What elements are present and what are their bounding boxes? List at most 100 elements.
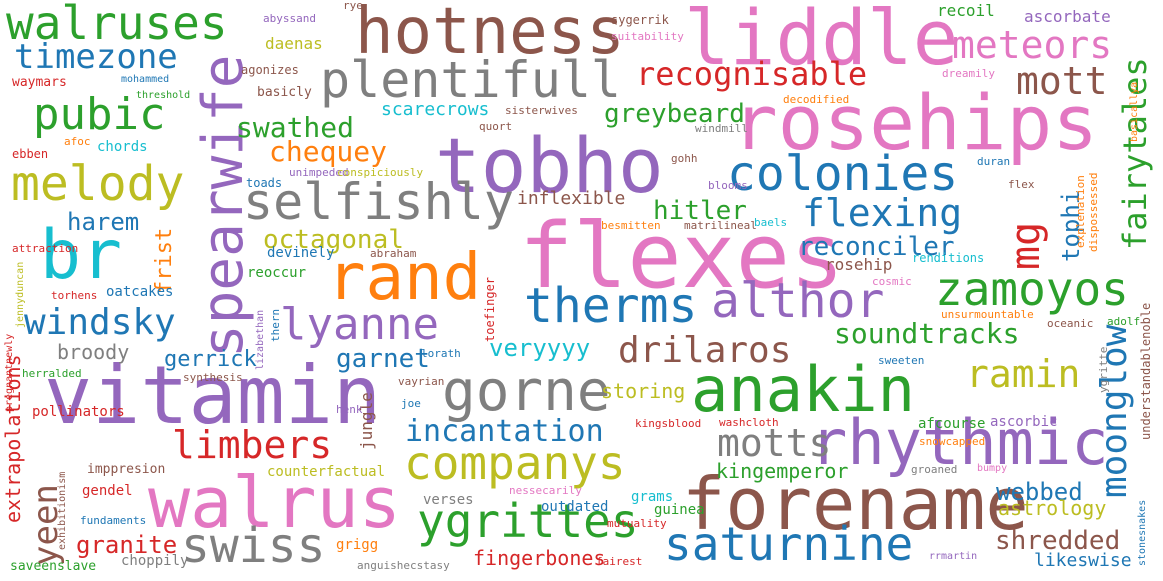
word: afcourse [918, 416, 986, 432]
word: swiss [181, 518, 326, 574]
word: rosehips [732, 78, 1099, 167]
word: verses [423, 492, 474, 508]
word: hotness [355, 0, 625, 69]
word: flexes [519, 204, 845, 309]
word: thern [269, 308, 282, 342]
word: granite [76, 531, 178, 559]
word: duran [977, 155, 1011, 168]
word: suitability [611, 30, 684, 43]
word: swathed [236, 111, 355, 144]
word: limbers [172, 423, 333, 467]
word: grigg [336, 537, 379, 553]
word: br [40, 216, 122, 295]
word: windsky [24, 302, 176, 343]
word: lorath [421, 347, 461, 360]
word: astrology [998, 496, 1107, 520]
word: rrmartin [929, 551, 978, 562]
word: selfishly [243, 173, 514, 231]
word: plentifull [320, 51, 622, 109]
word: conspiciously [337, 166, 424, 179]
word: broody [57, 340, 130, 364]
word: adolf [1107, 315, 1141, 328]
word: gendel [82, 483, 133, 499]
word: chords [97, 139, 148, 155]
word: fairest [596, 555, 643, 568]
word: abraham [370, 247, 417, 260]
word: vitamin [44, 349, 382, 442]
word: kingsblood [635, 417, 702, 430]
word: windmill [695, 122, 748, 135]
word: jennyduncan [15, 261, 26, 328]
word: gerrick [164, 347, 257, 372]
word: likeswise [1034, 550, 1132, 571]
word: mutuality [607, 517, 667, 530]
word: mott [1016, 59, 1108, 103]
word: shredded [995, 526, 1121, 556]
word: decodified [783, 93, 850, 106]
word: washcloth [719, 416, 779, 429]
word: synthesis [183, 371, 243, 384]
word: torhens [51, 289, 98, 302]
word: mg [1003, 221, 1049, 270]
word: lizabethan [255, 309, 266, 370]
word: imppresion [87, 462, 166, 477]
word: unimpeded [289, 166, 349, 179]
word: basicallya [1129, 81, 1140, 142]
word: nessecarily [509, 484, 582, 497]
word: timezone [14, 37, 178, 77]
word: hitler [653, 196, 747, 226]
word: veryyyy [489, 334, 591, 362]
word: dreamily [942, 67, 995, 80]
word: henk [336, 403, 363, 416]
word: ascorbic [990, 414, 1058, 430]
word: attraction [12, 242, 79, 255]
word: explenation [1074, 175, 1087, 248]
word: webbed [996, 478, 1083, 506]
word: rosehip [825, 255, 893, 274]
word: sisterwives [505, 104, 578, 117]
word: companys [404, 436, 626, 490]
word: colonies [727, 146, 959, 202]
word: unsurmountable [941, 308, 1034, 321]
word: stonesnakes [1137, 499, 1148, 566]
word: blooms [708, 179, 748, 192]
word: ascorbate [1024, 7, 1111, 26]
word: abyssand [263, 12, 316, 25]
word: bumpy [977, 463, 1008, 474]
word: mohammed [121, 74, 170, 85]
word: rye [343, 0, 363, 12]
word: zamoyos [935, 262, 1129, 316]
word: recoil [937, 1, 995, 20]
word: grams [631, 489, 674, 505]
word: ygrittes [417, 494, 639, 548]
word: ramin [966, 352, 1081, 396]
word: althor [711, 273, 885, 329]
word: walrus [148, 462, 401, 544]
word: meteors [952, 23, 1113, 67]
word: besmitten [601, 219, 661, 232]
word: guinea [654, 502, 705, 518]
word: drilaros [618, 330, 792, 371]
word: ebben [12, 147, 49, 161]
word: greybeard [604, 99, 745, 129]
word: quort [479, 120, 513, 133]
word: fingerbones [473, 546, 606, 570]
word: outdated [541, 499, 609, 515]
word: joe [401, 397, 421, 410]
word: therms [524, 278, 698, 334]
word: rhythmic [810, 406, 1109, 479]
word: recognisable [636, 55, 868, 93]
word: afoc [64, 135, 91, 148]
word: groaned [911, 463, 958, 476]
word: understandablenoble [1139, 302, 1153, 440]
word: pollinators [32, 404, 125, 420]
word: oatcakes [106, 284, 174, 300]
word: herralded [22, 367, 82, 380]
word: forename [682, 462, 1029, 546]
word: matrilineal [684, 219, 757, 232]
word: daenas [265, 34, 323, 53]
word: kingemperor [716, 459, 849, 483]
word: flexing [802, 191, 963, 235]
word: harem [67, 208, 140, 236]
